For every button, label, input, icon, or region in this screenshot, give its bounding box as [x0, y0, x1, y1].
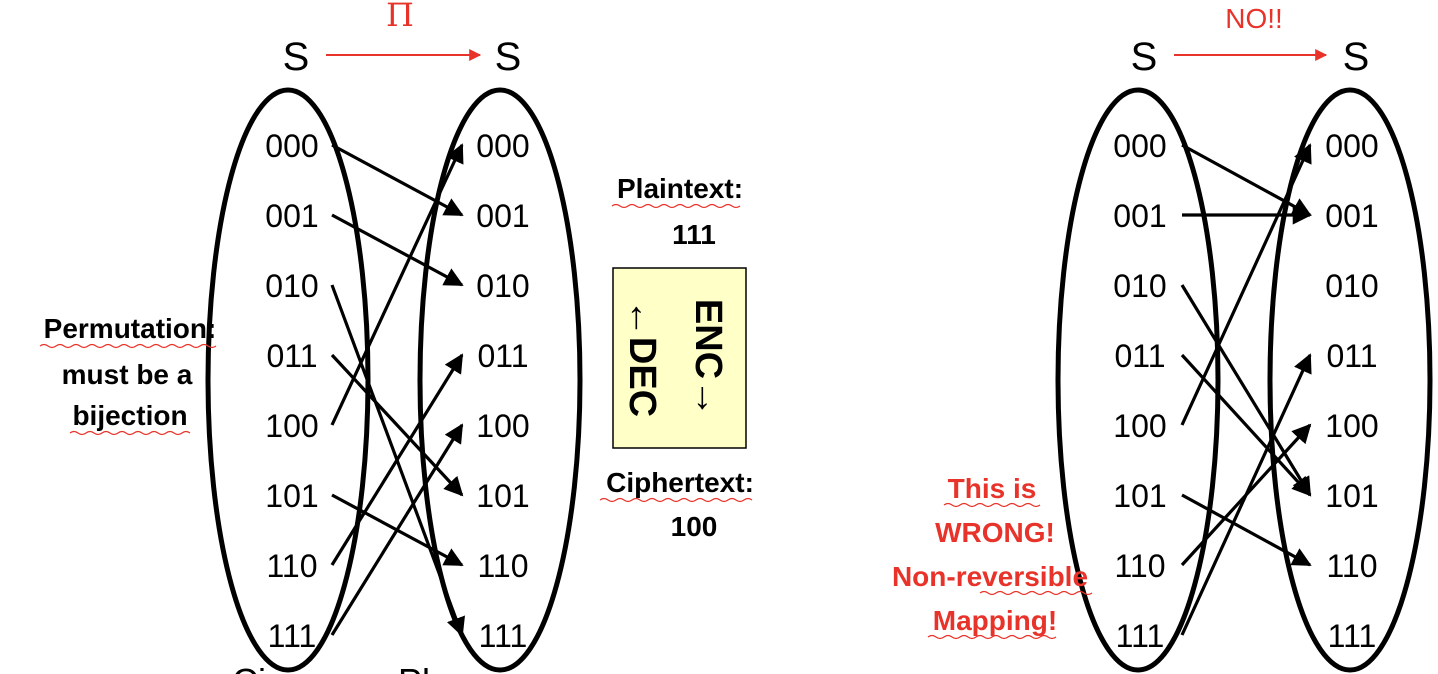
spellcheck-underline: [927, 634, 1057, 640]
right-domain-element: 001: [1113, 198, 1166, 234]
left-domain-element: 000: [265, 128, 318, 164]
right-codomain-labels: 000 001 010 011 100 101 110 111: [1325, 128, 1378, 654]
right-mapping-arrow: [1180, 353, 1312, 497]
left-codomain-ellipse: [417, 87, 583, 673]
left-codomain-element: 110: [477, 548, 528, 584]
right-codomain-element: 000: [1325, 128, 1378, 164]
right-codomain-element: 101: [1325, 478, 1378, 514]
plaintext-label: Plaintext:: [617, 173, 743, 204]
right-codomain-ellipse: [1267, 87, 1433, 673]
left-domain-element: 010: [265, 268, 318, 304]
dec-label: ←DEC: [621, 299, 663, 417]
left-domain-element: 001: [265, 198, 318, 234]
left-codomain-element: 100: [476, 408, 529, 444]
left-codomain-element: 000: [476, 128, 529, 164]
permutation-note-line-1: Permutation:: [44, 313, 217, 344]
right-domain-element: 000: [1113, 128, 1166, 164]
left-bottom-fragment-1: Ci: [232, 661, 266, 674]
permutation-note-line-3: bijection: [72, 400, 187, 431]
right-mapping-arrow: [1181, 143, 1312, 217]
right-mapping-arrow: [1181, 493, 1312, 567]
right-mapping-arrow: [1180, 143, 1312, 426]
left-mapping-arrow: [331, 213, 464, 287]
right-domain-ellipse: [1055, 87, 1221, 673]
left-domain-set-label: S: [283, 35, 310, 79]
enc-dec-box: [612, 267, 747, 449]
right-domain-set-label: S: [1131, 35, 1158, 79]
spellcheck-underline: [979, 590, 1093, 596]
right-codomain-element: 011: [1326, 338, 1377, 374]
right-codomain-element: 010: [1325, 268, 1378, 304]
right-mapping-arrows: [1180, 143, 1312, 636]
left-mapping-arrow: [330, 423, 464, 636]
wrong-note-line-2: WRONG!: [935, 517, 1055, 548]
enc-label: ENC→: [687, 299, 729, 417]
right-domain-element: 110: [1114, 548, 1165, 584]
permutation-note-line-2: must be a: [62, 359, 193, 390]
right-domain-element: 011: [1114, 338, 1165, 374]
left-domain-element: 101: [265, 478, 318, 514]
wrong-note-line-1: This is: [948, 473, 1037, 504]
left-mapping-arrow: [331, 143, 464, 217]
left-mapping-arrow: [330, 353, 464, 497]
left-mapping-diagram: Π S S 000 001 010 011 100 101 110 111 000 001 010…: [39, 0, 583, 674]
spellcheck-underline: [611, 203, 741, 209]
left-bottom-fragment-2: Pl: [398, 661, 430, 674]
right-mapping-arrow: [1180, 284, 1312, 497]
left-domain-labels: 000 001 010 011 100 101 110 111: [265, 128, 318, 654]
left-codomain-element: 111: [479, 618, 528, 654]
spellcheck-underline: [69, 430, 191, 436]
permutation-note: Permutation: must be a bijection: [39, 313, 217, 436]
left-domain-element: 110: [266, 548, 317, 584]
right-codomain-element: 111: [1328, 618, 1377, 654]
wrong-note-line-3: Non-reversible: [892, 561, 1088, 592]
spellcheck-underline: [599, 497, 753, 503]
right-domain-element: 111: [1116, 618, 1165, 654]
spellcheck-underline: [943, 502, 1041, 508]
spellcheck-underline: [39, 343, 217, 349]
plaintext-value: 111: [672, 219, 716, 250]
left-domain-element: 111: [268, 618, 317, 654]
right-domain-element: 010: [1113, 268, 1166, 304]
left-domain-element: 100: [265, 408, 318, 444]
right-no-label: NO!!: [1225, 3, 1283, 34]
enc-dec-panel: Plaintext: 111 ENC→ ←DEC Ciphertext: 100: [599, 173, 754, 542]
ciphertext-value: 100: [671, 511, 718, 542]
left-codomain-element: 001: [476, 198, 529, 234]
right-codomain-element: 001: [1325, 198, 1378, 234]
wrong-note-line-4: Mapping!: [933, 605, 1057, 636]
left-domain-element: 011: [266, 338, 317, 374]
left-mapping-arrow: [330, 143, 464, 426]
right-domain-element: 101: [1113, 478, 1166, 514]
left-pi-symbol: Π: [386, 0, 414, 34]
right-codomain-element: 110: [1326, 548, 1377, 584]
ciphertext-label: Ciphertext:: [606, 467, 754, 498]
right-codomain-set-label: S: [1343, 35, 1370, 79]
right-mapping-diagram: NO!! S S 000 001 010 011 100 101 110 111 000 001…: [892, 3, 1433, 673]
wrong-mapping-note: This is WRONG! Non-reversible Mapping!: [892, 473, 1093, 640]
left-codomain-element: 010: [476, 268, 529, 304]
left-mapping-arrows: [330, 143, 465, 637]
left-codomain-labels: 000 001 010 011 100 101 110 111: [476, 128, 529, 654]
left-codomain-set-label: S: [495, 35, 522, 79]
left-codomain-element: 011: [477, 338, 528, 374]
right-mapping-arrow: [1180, 353, 1312, 636]
right-domain-element: 100: [1113, 408, 1166, 444]
left-mapping-arrow: [330, 284, 465, 637]
right-codomain-element: 100: [1325, 408, 1378, 444]
right-domain-labels: 000 001 010 011 100 101 110 111: [1113, 128, 1166, 654]
left-codomain-element: 101: [476, 478, 529, 514]
